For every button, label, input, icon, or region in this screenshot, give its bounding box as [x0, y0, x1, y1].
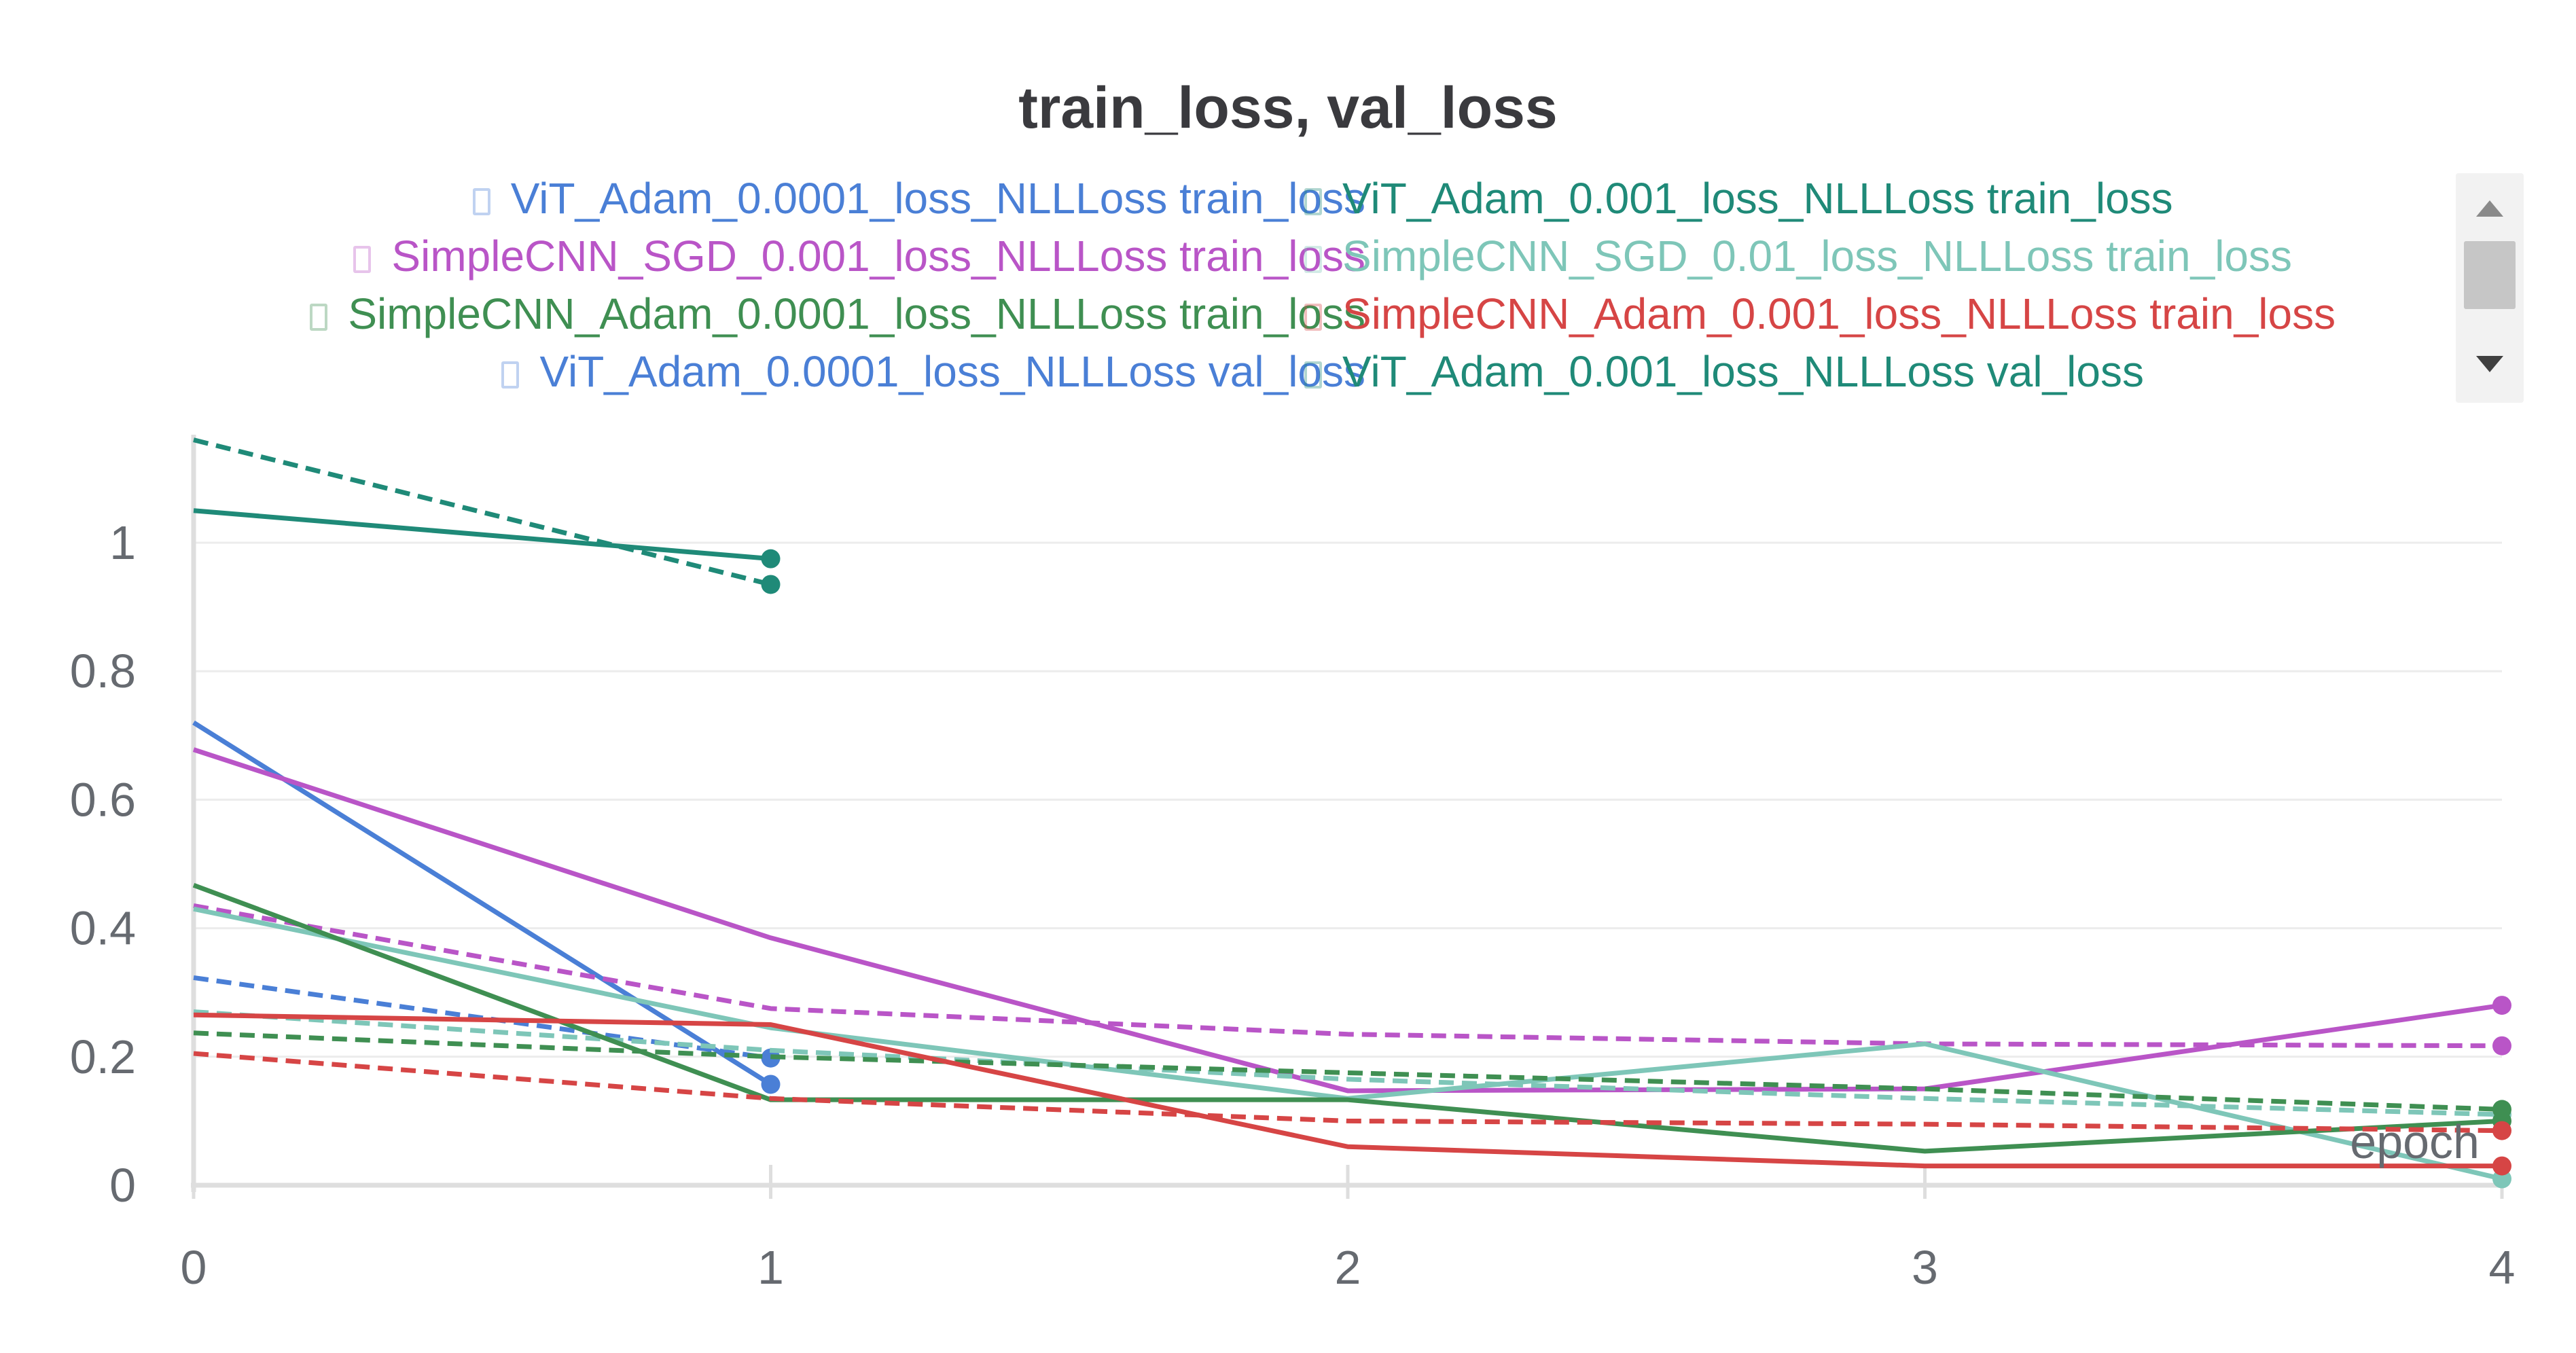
series-line[interactable]	[193, 1012, 2502, 1169]
legend-item[interactable]: SimpleCNN_SGD_0.001_loss_NLLLoss train_l…	[353, 228, 1365, 285]
series-line[interactable]	[192, 747, 2503, 1094]
legend-label: ViT_Adam_0.001_loss_NLLLoss val_loss	[1342, 347, 2144, 396]
legend-swatch-icon	[1304, 361, 1322, 389]
legend: ViT_Adam_0.0001_loss_NLLLoss train_loss V…	[102, 170, 2398, 404]
legend-label: SimpleCNN_Adam_0.0001_loss_NLLLoss train…	[348, 289, 1365, 338]
x-tick-label: 4	[2489, 1241, 2516, 1294]
x-axis-label: epoch	[2350, 1115, 2480, 1168]
scroll-up-arrow-icon[interactable]	[2476, 200, 2503, 217]
legend-label: ViT_Adam_0.001_loss_NLLLoss train_loss	[1342, 174, 2173, 223]
series-end-point[interactable]	[2492, 1100, 2511, 1119]
scroll-thumb[interactable]	[2464, 241, 2516, 309]
legend-item[interactable]: ViT_Adam_0.0001_loss_NLLLoss val_loss	[501, 343, 1365, 401]
y-tick-label: 0.2	[70, 1030, 136, 1083]
series-end-point[interactable]	[2492, 1121, 2511, 1140]
legend-label: SimpleCNN_Adam_0.001_loss_NLLLoss train_…	[1342, 289, 2336, 338]
legend-item[interactable]: SimpleCNN_Adam_0.0001_loss_NLLLoss train…	[310, 285, 1365, 343]
y-tick-label: 0.6	[70, 773, 136, 826]
legend-item[interactable]: ViT_Adam_0.0001_loss_NLLLoss train_loss	[472, 170, 1365, 228]
series-end-point[interactable]	[761, 549, 781, 569]
legend-label: ViT_Adam_0.0001_loss_NLLLoss val_loss	[539, 347, 1365, 396]
legend-label: SimpleCNN_SGD_0.01_loss_NLLLoss train_lo…	[1342, 232, 2292, 281]
x-tick-label: 1	[757, 1241, 784, 1294]
legend-swatch-icon	[310, 304, 328, 331]
legend-label: ViT_Adam_0.0001_loss_NLLLoss train_loss	[510, 174, 1365, 223]
y-tick-label: 0	[109, 1159, 136, 1212]
legend-swatch-icon	[472, 188, 490, 216]
legend-swatch-icon	[1304, 304, 1322, 331]
chart-title: train_loss, val_loss	[1018, 75, 1558, 141]
series-line[interactable]	[193, 903, 2503, 1049]
legend-swatch-icon	[501, 361, 520, 389]
x-tick-label: 2	[1335, 1241, 1361, 1294]
x-tick-label: 3	[1912, 1241, 1938, 1294]
legend-item[interactable]: ViT_Adam_0.001_loss_NLLLoss train_loss	[1304, 170, 2173, 228]
series-line[interactable]	[193, 1030, 2503, 1112]
y-tick-label: 0.4	[70, 902, 136, 955]
legend-item[interactable]: SimpleCNN_SGD_0.01_loss_NLLLoss train_lo…	[1304, 228, 2292, 285]
legend-label: SimpleCNN_SGD_0.001_loss_NLLLoss train_l…	[391, 232, 1365, 281]
series-end-point[interactable]	[761, 1075, 781, 1094]
x-tick-label: 0	[181, 1241, 207, 1294]
series-end-point[interactable]	[2492, 1036, 2511, 1056]
series-line[interactable]	[193, 1051, 2503, 1134]
legend-scrollbar[interactable]	[2456, 173, 2524, 403]
scroll-down-arrow-icon[interactable]	[2476, 356, 2503, 372]
legend-swatch-icon	[353, 246, 372, 274]
series-line[interactable]	[193, 1009, 2503, 1117]
series-end-point[interactable]	[2492, 996, 2511, 1015]
series-line[interactable]	[192, 882, 2503, 1154]
legend-swatch-icon	[1304, 188, 1322, 216]
legend-swatch-icon	[1304, 246, 1322, 274]
y-tick-label: 1	[109, 516, 136, 569]
series-line[interactable]	[193, 508, 771, 562]
legend-item[interactable]: SimpleCNN_Adam_0.001_loss_NLLLoss train_…	[1304, 285, 2336, 343]
series-end-point[interactable]	[761, 575, 781, 594]
y-tick-label: 0.8	[70, 645, 136, 698]
legend-item[interactable]: ViT_Adam_0.001_loss_NLLLoss val_loss	[1304, 343, 2144, 401]
series-line[interactable]	[193, 437, 772, 587]
series-end-point[interactable]	[2492, 1156, 2511, 1176]
